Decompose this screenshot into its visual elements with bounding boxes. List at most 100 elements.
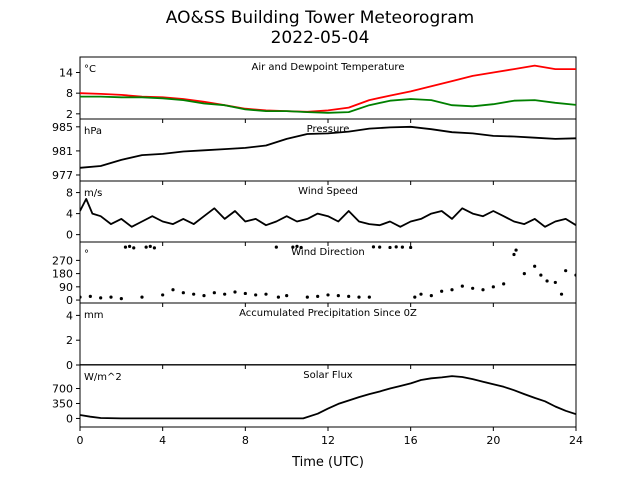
y-tick-label-precipitation-2: 2 bbox=[66, 334, 73, 347]
y-tick-label-temperature-8: 8 bbox=[66, 87, 73, 100]
point-wind_direction-9 bbox=[144, 245, 148, 249]
point-wind_direction-30 bbox=[316, 294, 320, 298]
y-tick-label-wind_speed-8: 8 bbox=[66, 187, 73, 200]
y-tick-label-wind_speed-4: 4 bbox=[66, 208, 73, 221]
point-wind_direction-18 bbox=[223, 292, 227, 296]
x-tick-label-24: 24 bbox=[569, 434, 583, 447]
point-wind_direction-60 bbox=[564, 269, 568, 273]
y-tick-label-wind_direction-0: 0 bbox=[66, 294, 73, 307]
point-wind_direction-49 bbox=[481, 288, 485, 292]
point-wind_direction-36 bbox=[371, 245, 376, 249]
unit-label-precipitation: mm bbox=[84, 310, 103, 321]
point-wind_direction-0 bbox=[80, 295, 82, 299]
point-wind_direction-31 bbox=[326, 293, 330, 297]
y-tick-label-precipitation-0: 0 bbox=[66, 359, 73, 372]
point-wind_direction-4 bbox=[119, 296, 123, 301]
y-tick-label-solar_flux-700: 700 bbox=[52, 383, 73, 396]
series-line-temperature-1 bbox=[80, 95, 576, 114]
point-wind_direction-19 bbox=[233, 290, 237, 294]
point-wind_direction-52 bbox=[512, 252, 516, 257]
series-line-pressure-0 bbox=[80, 125, 576, 169]
figure-title: AO&SS Building Tower Meteorogram bbox=[165, 8, 475, 28]
point-wind_direction-44 bbox=[429, 294, 433, 298]
point-wind_direction-17 bbox=[212, 291, 216, 295]
panel-title-wind_speed: Wind Speed bbox=[298, 186, 358, 197]
y-tick-label-wind_direction-180: 180 bbox=[52, 268, 73, 281]
y-tick-label-solar_flux-0: 0 bbox=[66, 412, 73, 425]
point-wind_direction-7 bbox=[132, 246, 136, 250]
point-wind_direction-50 bbox=[491, 285, 495, 289]
panel-title-wind_direction: Wind Direction bbox=[291, 247, 365, 258]
point-wind_direction-26 bbox=[291, 245, 295, 249]
point-wind_direction-27 bbox=[295, 244, 299, 249]
y-tick-label-wind_speed-0: 0 bbox=[66, 229, 73, 242]
point-wind_direction-34 bbox=[357, 295, 361, 299]
point-wind_direction-41 bbox=[409, 245, 413, 250]
point-wind_direction-28 bbox=[299, 245, 303, 250]
figure-date: 2022-05-04 bbox=[270, 28, 370, 48]
point-wind_direction-1 bbox=[88, 294, 92, 298]
point-wind_direction-21 bbox=[254, 293, 258, 297]
point-wind_direction-10 bbox=[148, 244, 152, 249]
point-wind_direction-23 bbox=[274, 245, 278, 249]
point-wind_direction-25 bbox=[285, 294, 289, 298]
point-wind_direction-35 bbox=[367, 295, 371, 299]
point-wind_direction-32 bbox=[336, 294, 340, 298]
x-tick-label-4: 4 bbox=[159, 434, 166, 447]
unit-label-wind_direction: ° bbox=[84, 249, 89, 260]
point-wind_direction-5 bbox=[123, 245, 128, 249]
point-wind_direction-56 bbox=[539, 273, 543, 277]
unit-label-pressure: hPa bbox=[84, 126, 102, 137]
point-wind_direction-59 bbox=[559, 292, 564, 296]
point-wind_direction-33 bbox=[347, 294, 351, 298]
unit-label-solar_flux: W/m^2 bbox=[84, 372, 122, 383]
point-wind_direction-24 bbox=[276, 295, 280, 299]
point-wind_direction-6 bbox=[128, 244, 132, 249]
x-tick-label-20: 20 bbox=[486, 434, 500, 447]
point-wind_direction-55 bbox=[533, 264, 537, 268]
point-wind_direction-11 bbox=[152, 246, 156, 250]
point-wind_direction-46 bbox=[450, 288, 454, 292]
x-tick-label-16: 16 bbox=[404, 434, 418, 447]
point-wind_direction-15 bbox=[192, 292, 196, 296]
unit-label-temperature: °C bbox=[84, 64, 96, 75]
point-wind_direction-38 bbox=[388, 245, 392, 250]
x-tick-label-12: 12 bbox=[321, 434, 335, 447]
series-line-wind_speed-0 bbox=[80, 198, 576, 228]
y-tick-label-precipitation-4: 4 bbox=[66, 309, 73, 322]
y-tick-label-pressure-977: 977 bbox=[52, 169, 73, 182]
point-wind_direction-37 bbox=[378, 245, 382, 249]
point-wind_direction-40 bbox=[400, 245, 404, 249]
point-wind_direction-13 bbox=[171, 288, 175, 292]
point-wind_direction-57 bbox=[545, 279, 549, 283]
y-tick-label-temperature-2: 2 bbox=[66, 108, 73, 121]
point-wind_direction-12 bbox=[161, 293, 165, 297]
point-wind_direction-2 bbox=[99, 296, 103, 300]
panel-title-temperature: Air and Dewpoint Temperature bbox=[252, 62, 405, 73]
point-wind_direction-53 bbox=[514, 248, 518, 252]
y-tick-label-wind_direction-270: 270 bbox=[52, 254, 73, 267]
point-wind_direction-54 bbox=[522, 272, 526, 276]
panel-title-pressure: Pressure bbox=[307, 124, 350, 135]
point-wind_direction-47 bbox=[460, 284, 464, 288]
point-wind_direction-58 bbox=[553, 280, 557, 285]
point-wind_direction-20 bbox=[243, 291, 247, 296]
y-tick-label-wind_direction-90: 90 bbox=[59, 281, 73, 294]
point-wind_direction-8 bbox=[140, 295, 144, 299]
point-wind_direction-39 bbox=[394, 245, 398, 249]
point-wind_direction-3 bbox=[109, 295, 113, 299]
point-wind_direction-29 bbox=[305, 295, 309, 299]
x-tick-label-8: 8 bbox=[242, 434, 249, 447]
point-wind_direction-14 bbox=[181, 291, 185, 295]
y-tick-label-pressure-981: 981 bbox=[52, 145, 73, 158]
point-wind_direction-48 bbox=[471, 286, 475, 290]
panel-title-precipitation: Accumulated Precipitation Since 0Z bbox=[239, 308, 417, 319]
series-line-temperature-0 bbox=[80, 64, 576, 113]
point-wind_direction-51 bbox=[502, 282, 506, 286]
x-tick-label-0: 0 bbox=[77, 434, 84, 447]
point-wind_direction-22 bbox=[264, 292, 268, 296]
panel-title-solar_flux: Solar Flux bbox=[303, 370, 353, 381]
y-tick-label-solar_flux-350: 350 bbox=[52, 397, 73, 410]
series-line-solar_flux-0 bbox=[80, 375, 576, 420]
